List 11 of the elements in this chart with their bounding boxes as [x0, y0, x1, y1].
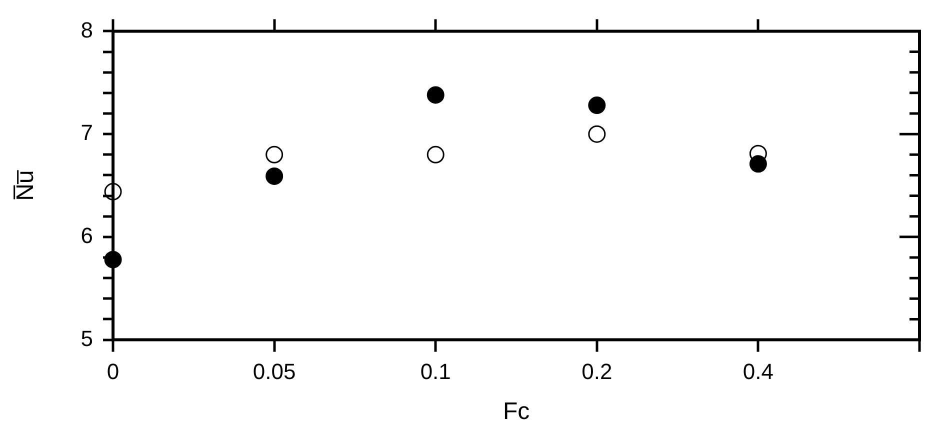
- x-tick-label: 0.2: [582, 359, 612, 384]
- y-tick-label: 6: [80, 222, 94, 248]
- y-tick-label: 5: [80, 326, 94, 351]
- x-tick-label: 0: [106, 359, 120, 384]
- x-tick-label: 0.05: [252, 359, 296, 384]
- y-axis-title: N̅u̅: [12, 170, 40, 201]
- x-axis-title: Fc: [502, 398, 530, 426]
- y-tick-label: 7: [80, 120, 94, 146]
- x-tick-label: 0.1: [420, 359, 451, 384]
- x-tick-label: 0.4: [742, 359, 774, 384]
- y-tick-label: 8: [80, 17, 94, 42]
